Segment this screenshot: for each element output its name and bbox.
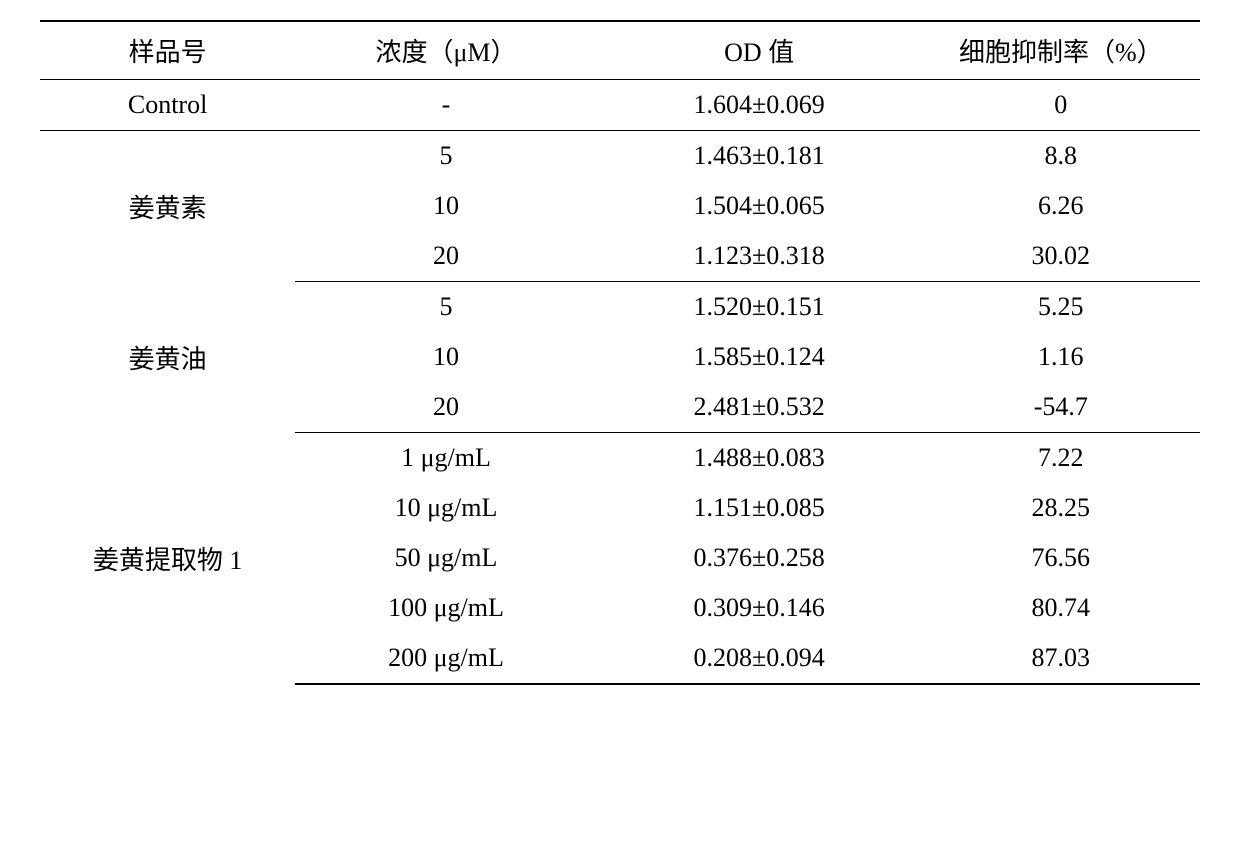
header-concentration: 浓度（μM） (295, 21, 597, 80)
cell-od: 0.309±0.146 (597, 583, 922, 633)
cell-sample: 姜黄素 (40, 131, 295, 282)
cell-inhibition: 6.26 (922, 181, 1200, 231)
header-sample: 样品号 (40, 21, 295, 80)
cell-od: 1.520±0.151 (597, 282, 922, 333)
cell-inhibition: 1.16 (922, 332, 1200, 382)
cell-od: 1.463±0.181 (597, 131, 922, 182)
cell-concentration: - (295, 80, 597, 131)
cell-od: 2.481±0.532 (597, 382, 922, 433)
cell-inhibition: -54.7 (922, 382, 1200, 433)
cell-od: 1.488±0.083 (597, 433, 922, 484)
cell-concentration: 10 μg/mL (295, 483, 597, 533)
cell-inhibition: 87.03 (922, 633, 1200, 684)
table-body: Control-1.604±0.0690姜黄素51.463±0.1818.810… (40, 80, 1200, 685)
cell-inhibition: 30.02 (922, 231, 1200, 282)
cell-concentration: 1 μg/mL (295, 433, 597, 484)
table-row: 姜黄提取物 11 μg/mL1.488±0.0837.22 (40, 433, 1200, 484)
cell-concentration: 50 μg/mL (295, 533, 597, 583)
cell-od: 1.123±0.318 (597, 231, 922, 282)
cell-od: 1.585±0.124 (597, 332, 922, 382)
cell-inhibition: 28.25 (922, 483, 1200, 533)
cell-inhibition: 8.8 (922, 131, 1200, 182)
cell-od: 1.504±0.065 (597, 181, 922, 231)
cell-sample: Control (40, 80, 295, 131)
cell-inhibition: 80.74 (922, 583, 1200, 633)
cell-concentration: 10 (295, 332, 597, 382)
cell-inhibition: 5.25 (922, 282, 1200, 333)
cell-concentration: 5 (295, 282, 597, 333)
cell-od: 0.376±0.258 (597, 533, 922, 583)
table-row: Control-1.604±0.0690 (40, 80, 1200, 131)
cell-concentration: 5 (295, 131, 597, 182)
cell-sample: 姜黄提取物 1 (40, 433, 295, 685)
cell-inhibition: 76.56 (922, 533, 1200, 583)
cell-concentration: 20 (295, 231, 597, 282)
cell-od: 1.604±0.069 (597, 80, 922, 131)
header-row: 样品号 浓度（μM） OD 值 细胞抑制率（%） (40, 21, 1200, 80)
cell-concentration: 20 (295, 382, 597, 433)
cell-concentration: 100 μg/mL (295, 583, 597, 633)
data-table: 样品号 浓度（μM） OD 值 细胞抑制率（%） Control-1.604±0… (40, 20, 1200, 685)
cell-od: 1.151±0.085 (597, 483, 922, 533)
cell-od: 0.208±0.094 (597, 633, 922, 684)
cell-inhibition: 0 (922, 80, 1200, 131)
cell-concentration: 200 μg/mL (295, 633, 597, 684)
header-od: OD 值 (597, 21, 922, 80)
table-row: 姜黄油51.520±0.1515.25 (40, 282, 1200, 333)
cell-concentration: 10 (295, 181, 597, 231)
cell-inhibition: 7.22 (922, 433, 1200, 484)
table-row: 姜黄素51.463±0.1818.8 (40, 131, 1200, 182)
header-inhibition: 细胞抑制率（%） (922, 21, 1200, 80)
cell-sample: 姜黄油 (40, 282, 295, 433)
